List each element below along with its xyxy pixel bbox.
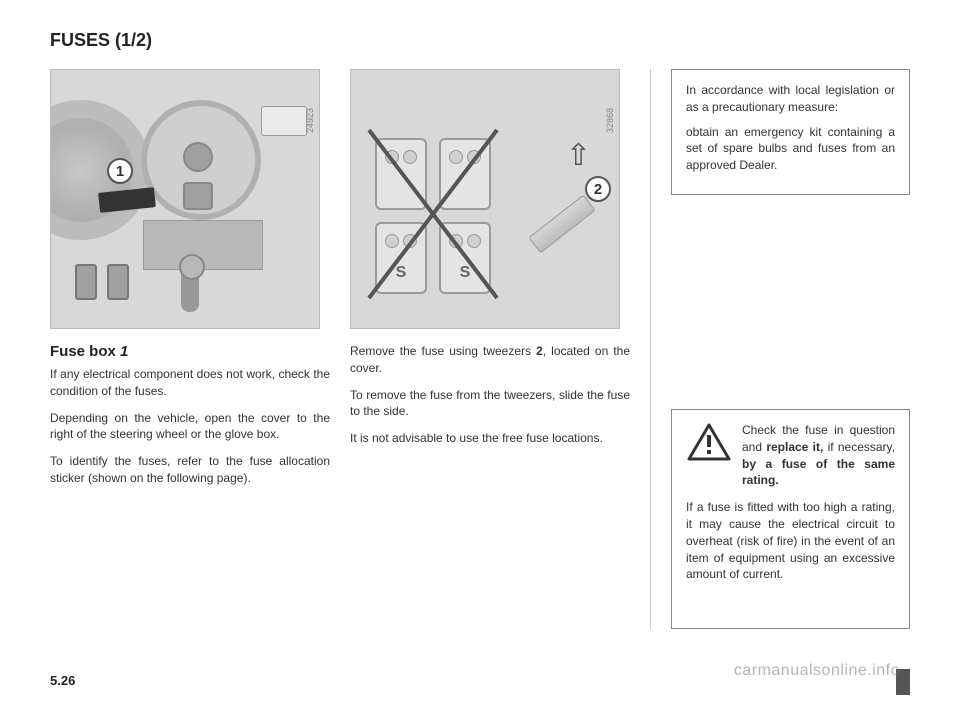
info-box: In accordance with local legislation or … [671, 69, 910, 195]
up-arrow-icon: ⇧ [566, 138, 591, 173]
fuse-box-heading: Fuse box 1 [50, 343, 330, 360]
column-left: 24923 1 Fuse box 1 If any electrical com… [50, 69, 330, 629]
watermark-text: carmanualsonline.info [734, 662, 900, 680]
info-paragraph-1: In accordance with local legislation or … [686, 82, 895, 116]
fusebox-cover-shape [98, 187, 156, 213]
info-paragraph-2: obtain an emergency kit containing a set… [686, 124, 895, 174]
dash-knob-shape [183, 142, 213, 172]
column-middle: 32868 S S ⇧ 2 Remove the fuse [350, 69, 630, 629]
mid-paragraph-2: To remove the fuse from the tweezers, sl… [350, 387, 630, 421]
figure-code: 32868 [605, 108, 615, 133]
figure-fusebox: 24923 1 [50, 69, 320, 329]
dash-knob-shape [183, 182, 213, 210]
callout-1: 1 [107, 158, 133, 184]
content-columns: 24923 1 Fuse box 1 If any electrical com… [50, 69, 910, 629]
mid-paragraph-1: Remove the fuse using tweezers 2, locate… [350, 343, 630, 377]
page-number: 5.26 [50, 673, 75, 688]
manual-page: FUSES (1/2) 24923 1 Fuse box 1 [0, 0, 960, 710]
shifter-shape [181, 264, 199, 312]
heading-number: 1 [120, 343, 128, 360]
steering-wheel-shape [50, 100, 151, 240]
fuse-group-shape: S S [375, 138, 491, 294]
callout-2: 2 [585, 176, 611, 202]
left-paragraph-1: If any electrical component does not wor… [50, 366, 330, 400]
heading-text: Fuse box [50, 343, 120, 360]
left-paragraph-2: Depending on the vehicle, open the cover… [50, 410, 330, 444]
tweezers-shape: ⇧ [517, 166, 597, 246]
dash-display-shape [261, 106, 307, 136]
column-right: In accordance with local legislation or … [650, 69, 910, 629]
warning-paragraph-1: Check the fuse in question and replace i… [742, 422, 895, 489]
warning-box: Check the fuse in question and replace i… [671, 409, 910, 629]
warning-triangle-icon [686, 422, 732, 462]
warning-paragraph-2: If a fuse is fitted with too high a rati… [686, 499, 895, 583]
figure-tweezers: 32868 S S ⇧ 2 [350, 69, 620, 329]
mid-paragraph-3: It is not advisable to use the free fuse… [350, 430, 630, 447]
left-paragraph-3: To identify the fuses, refer to the fuse… [50, 453, 330, 487]
pedals-shape [75, 264, 129, 300]
page-title: FUSES (1/2) [50, 30, 910, 51]
